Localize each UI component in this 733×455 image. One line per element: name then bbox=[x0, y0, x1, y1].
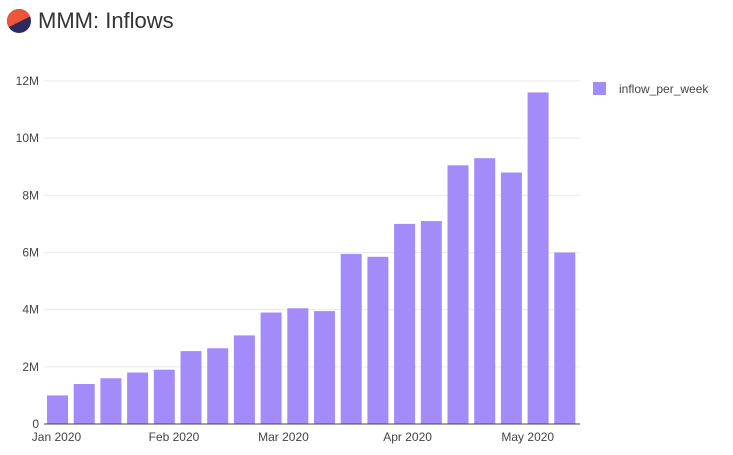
app-logo-icon bbox=[7, 9, 31, 33]
legend-label: inflow_per_week bbox=[619, 82, 709, 96]
x-tick-label: Apr 2020 bbox=[383, 430, 432, 444]
bar bbox=[287, 308, 309, 424]
y-tick-label: 4M bbox=[22, 303, 39, 317]
chart-header: MMM: Inflows bbox=[7, 6, 174, 36]
bar bbox=[100, 378, 122, 424]
y-tick-label: 6M bbox=[22, 246, 39, 260]
y-tick-label: 0 bbox=[32, 417, 39, 431]
x-tick-label: Jan 2020 bbox=[32, 430, 82, 444]
bar bbox=[420, 221, 442, 424]
bar bbox=[207, 348, 229, 424]
bar bbox=[314, 311, 335, 424]
page-title: MMM: Inflows bbox=[38, 8, 174, 33]
bar bbox=[447, 165, 469, 424]
bar bbox=[180, 351, 202, 424]
bar bbox=[260, 312, 282, 424]
bar bbox=[367, 256, 389, 424]
y-tick-label: 10M bbox=[16, 131, 39, 145]
x-tick-label: Mar 2020 bbox=[258, 430, 309, 444]
bar bbox=[474, 158, 496, 425]
bar bbox=[500, 172, 522, 424]
bar bbox=[153, 369, 175, 424]
bar bbox=[394, 223, 416, 424]
bar bbox=[127, 372, 149, 424]
bar bbox=[47, 395, 68, 424]
y-tick-label: 12M bbox=[16, 74, 39, 88]
bar bbox=[527, 92, 549, 424]
bar bbox=[340, 253, 362, 424]
x-tick-label: May 2020 bbox=[501, 430, 554, 444]
y-tick-label: 8M bbox=[22, 188, 39, 202]
bar bbox=[73, 383, 95, 424]
x-tick-label: Feb 2020 bbox=[149, 430, 200, 444]
y-tick-label: 2M bbox=[22, 360, 39, 374]
legend-swatch bbox=[593, 82, 606, 95]
bar bbox=[554, 252, 576, 424]
bar bbox=[233, 335, 255, 424]
